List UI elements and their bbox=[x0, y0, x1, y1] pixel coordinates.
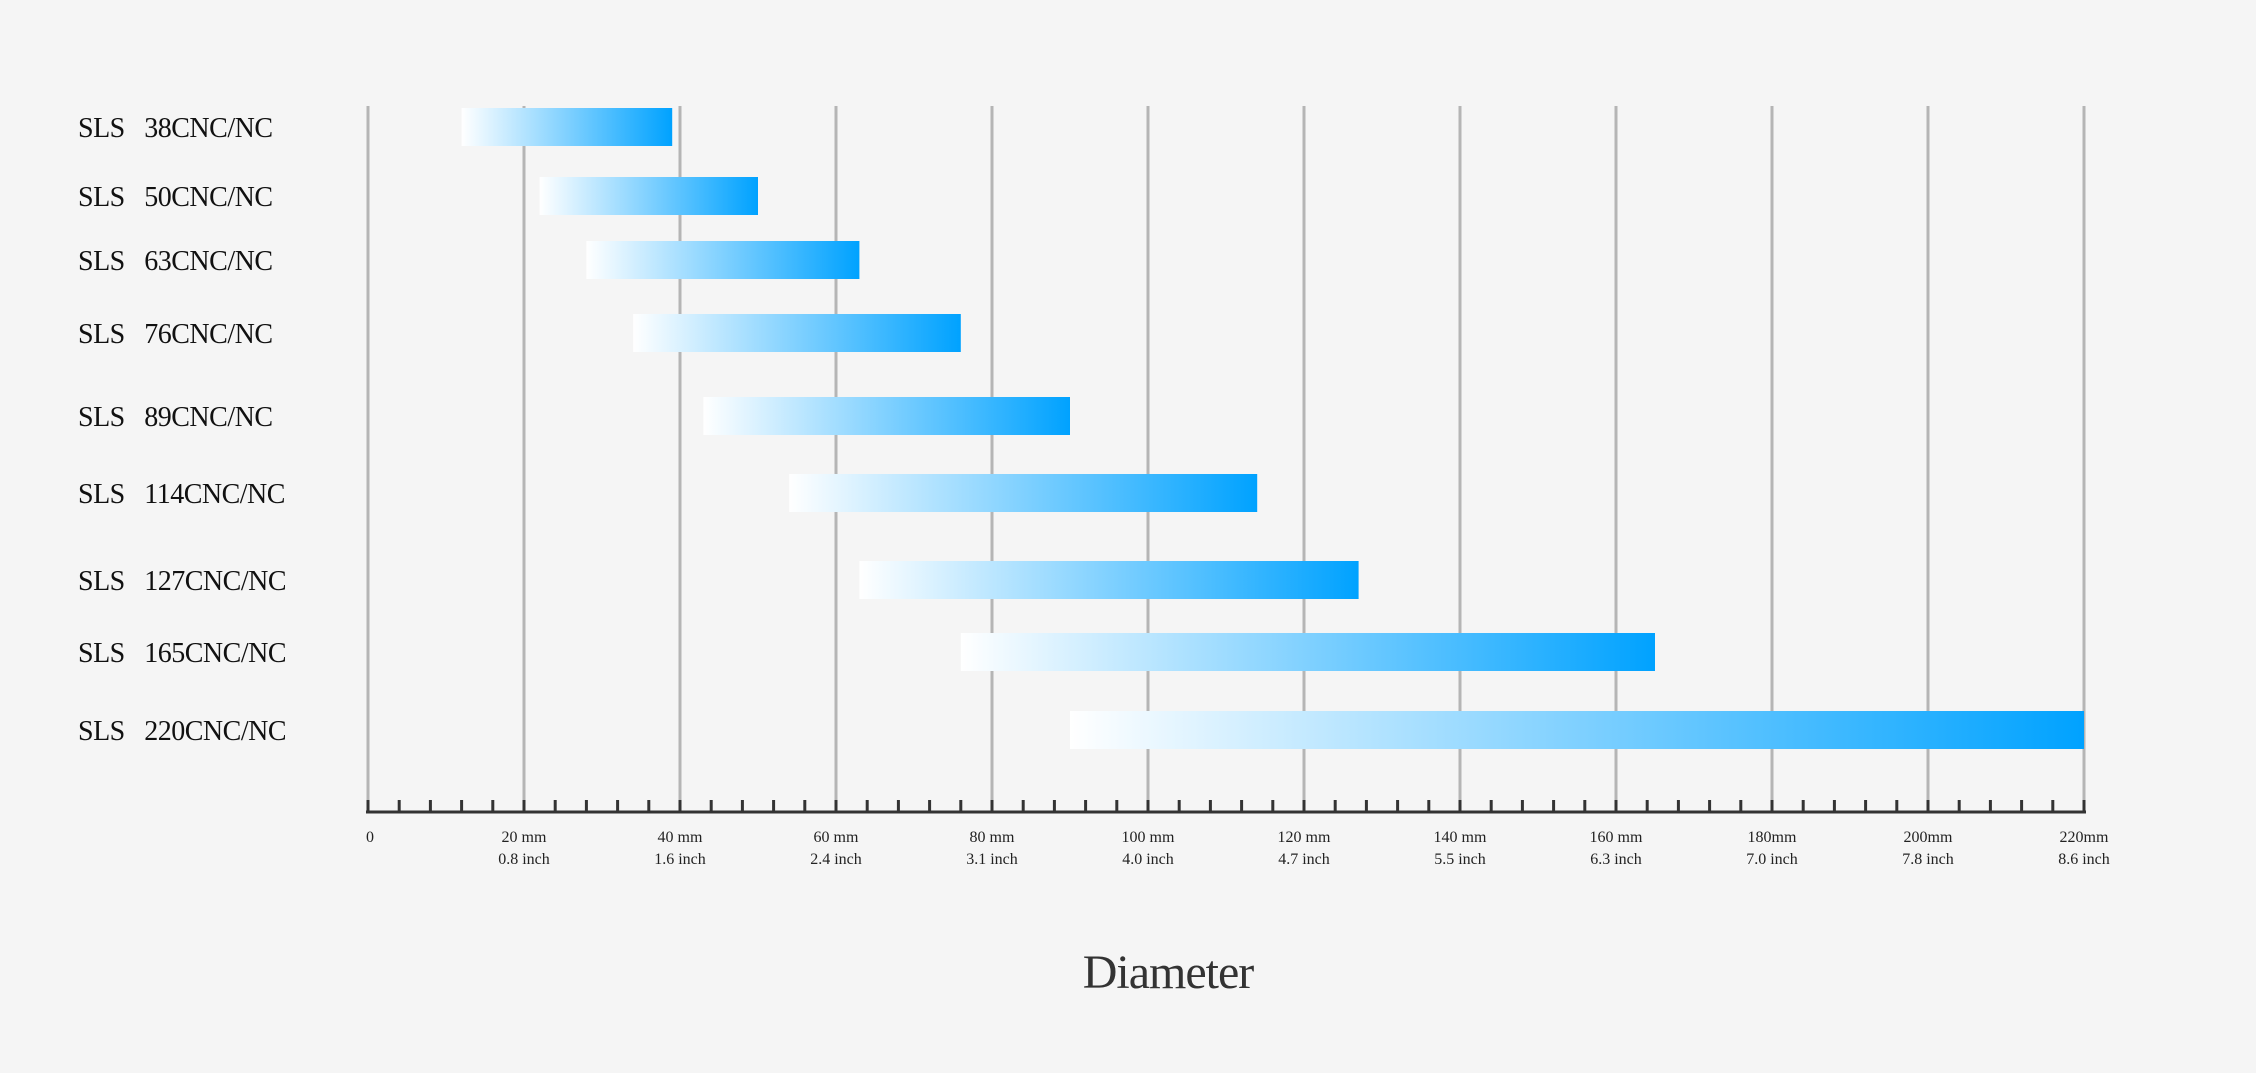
x-tick-label-mm: 100 mm bbox=[1122, 829, 1175, 846]
x-tick-label-inch: 7.0 inch bbox=[1746, 851, 1798, 868]
x-tick-label-mm: 160 mm bbox=[1590, 829, 1643, 846]
x-tick-label-mm: 120 mm bbox=[1278, 829, 1331, 846]
x-tick-label-inch: 6.3 inch bbox=[1590, 851, 1642, 868]
row-label: SLS 76CNC/NC bbox=[78, 319, 273, 350]
x-tick-label-inch: 5.5 inch bbox=[1434, 851, 1486, 868]
x-tick-label-mm: 200mm bbox=[1904, 829, 1953, 846]
range-bar bbox=[859, 561, 1359, 599]
x-tick-label-mm: 80 mm bbox=[970, 829, 1015, 846]
x-tick-label-mm: 20 mm bbox=[502, 829, 547, 846]
bars bbox=[461, 108, 2084, 749]
x-tick-label-mm: 60 mm bbox=[814, 829, 859, 846]
range-bar bbox=[633, 314, 961, 352]
x-tick-label-inch: 0.8 inch bbox=[498, 851, 550, 868]
range-bar bbox=[960, 633, 1655, 671]
x-tick-label-inch: 3.1 inch bbox=[966, 851, 1018, 868]
row-label: SLS 63CNC/NC bbox=[78, 246, 273, 277]
range-bar bbox=[1070, 711, 2084, 749]
x-tick-label-inch: 7.8 inch bbox=[1902, 851, 1954, 868]
row-label: SLS 127CNC/NC bbox=[78, 566, 286, 597]
x-tick-label-mm: 0 bbox=[366, 829, 374, 846]
row-labels: SLS 38CNC/NC SLS 50CNC/NC SLS 63CNC/NC SLS … bbox=[78, 113, 287, 747]
x-tick-label-inch: 4.0 inch bbox=[1122, 851, 1174, 868]
range-bar bbox=[461, 108, 673, 146]
x-axis-title: Diameter bbox=[1083, 946, 1255, 999]
x-tick-label-inch: 8.6 inch bbox=[2058, 851, 2110, 868]
row-label: SLS 50CNC/NC bbox=[78, 182, 273, 213]
row-label: SLS 114CNC/NC bbox=[78, 479, 285, 510]
gridlines bbox=[366, 106, 2086, 812]
range-bar bbox=[539, 177, 758, 215]
range-bar bbox=[586, 241, 860, 279]
x-tick-label-mm: 180mm bbox=[1748, 829, 1797, 846]
range-bar bbox=[703, 397, 1070, 435]
x-tick-label-inch: 1.6 inch bbox=[654, 851, 706, 868]
row-label: SLS 220CNC/NC bbox=[78, 716, 286, 747]
range-bar bbox=[789, 474, 1258, 512]
x-tick-label-mm: 220mm bbox=[2060, 829, 2109, 846]
x-tick-label-inch: 2.4 inch bbox=[810, 851, 862, 868]
x-tick-label-mm: 40 mm bbox=[658, 829, 703, 846]
row-label: SLS 38CNC/NC bbox=[78, 113, 273, 144]
row-label: SLS 89CNC/NC bbox=[78, 402, 273, 433]
x-axis: 0 20 mm 0.8 inch 40 mm 1.6 inch 60 mm 2.4 inch… bbox=[366, 800, 2110, 868]
x-tick-label-inch: 4.7 inch bbox=[1278, 851, 1330, 868]
x-tick-label-mm: 140 mm bbox=[1434, 829, 1487, 846]
row-label: SLS 165CNC/NC bbox=[78, 638, 286, 669]
